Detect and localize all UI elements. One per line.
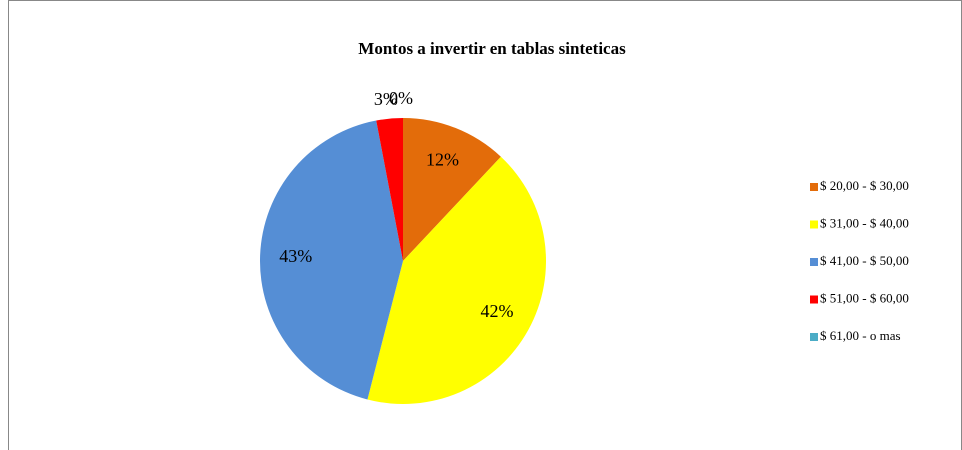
data-label: 12% xyxy=(426,149,459,169)
pie-slice xyxy=(367,156,546,404)
data-label: 0% xyxy=(389,88,413,108)
legend-swatch xyxy=(810,333,818,341)
data-label: 42% xyxy=(480,301,513,321)
legend-label: $ 20,00 - $ 30,00 xyxy=(820,178,909,193)
legend-swatch xyxy=(810,258,818,266)
legend-label: $ 31,00 - $ 40,00 xyxy=(820,215,909,230)
legend-swatch xyxy=(810,220,818,229)
legend-swatch xyxy=(810,183,818,191)
pie-slice xyxy=(259,120,403,400)
legend-label: $ 41,00 - $ 50,00 xyxy=(820,253,909,268)
pie-slice xyxy=(403,118,501,261)
data-label: 43% xyxy=(279,246,312,266)
chart-title: Montos a invertir en tablas sinteticas xyxy=(358,39,626,58)
legend-label: $ 61,00 - o mas xyxy=(820,328,901,343)
legend-swatch xyxy=(810,295,818,304)
legend-label: $ 51,00 - $ 60,00 xyxy=(820,290,909,305)
pie-slice xyxy=(376,118,403,261)
data-label: 3% xyxy=(374,89,398,109)
